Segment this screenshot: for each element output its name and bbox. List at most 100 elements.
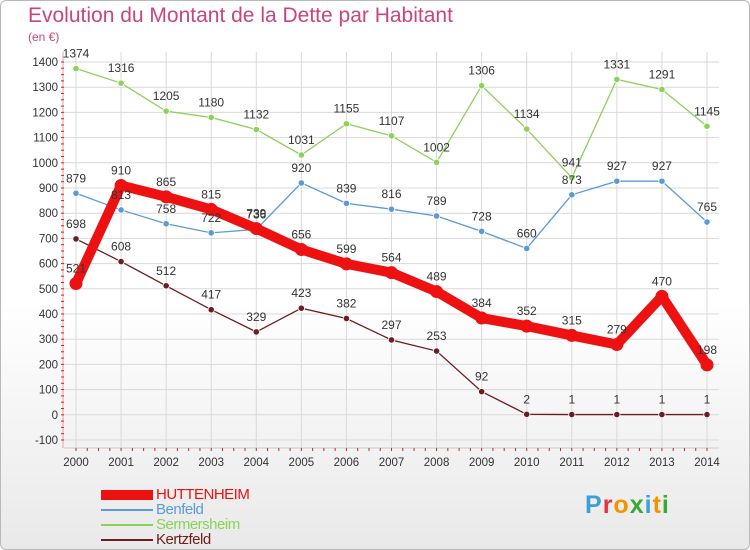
data-label-huttenheim: 599 [336, 242, 356, 256]
proxiti-logo: Proxiti [585, 491, 670, 520]
chart-unit-label: (en €) [28, 30, 60, 44]
data-point-kertzfeld [297, 304, 305, 312]
x-tick-label: 2011 [559, 457, 584, 469]
data-point-sermersheim [432, 158, 441, 166]
data-label-kertzfeld: 92 [475, 370, 489, 384]
data-point-huttenheim [610, 337, 624, 351]
data-point-sermersheim [207, 113, 215, 122]
data-label-huttenheim: 384 [472, 296, 492, 310]
data-point-sermersheim [703, 122, 711, 130]
legend-swatch [101, 490, 153, 500]
data-label-sermersheim: 1002 [423, 140, 450, 154]
data-label-kertzfeld: 423 [291, 286, 311, 300]
data-label-sermersheim: 1155 [334, 102, 360, 116]
x-tick-label: 2007 [379, 457, 405, 469]
data-label-sermersheim: 1132 [243, 108, 269, 122]
data-label-kertzfeld: 698 [66, 217, 86, 231]
data-label-huttenheim: 198 [697, 343, 717, 357]
x-tick-label: 2000 [63, 457, 89, 469]
data-point-kertzfeld [207, 306, 215, 314]
x-tick-label: 2003 [198, 457, 224, 469]
data-label-kertzfeld: 417 [201, 288, 221, 302]
logo-letter: i [661, 491, 670, 519]
data-label-benfeld: 722 [201, 211, 221, 225]
y-tick-label: 1300 [32, 82, 58, 94]
data-point-sermersheim [523, 125, 531, 133]
data-label-sermersheim: 1374 [63, 47, 90, 61]
y-tick-label: 1400 [32, 57, 58, 69]
data-label-benfeld: 728 [472, 209, 492, 223]
logo-letter: x [629, 491, 645, 519]
y-tick-label: 700 [39, 233, 58, 245]
data-point-benfeld [117, 206, 125, 214]
data-label-kertzfeld: 512 [156, 264, 176, 278]
data-label-sermersheim: 1316 [108, 61, 135, 75]
data-label-huttenheim: 910 [111, 163, 131, 177]
data-point-huttenheim [655, 289, 669, 303]
data-point-sermersheim [478, 82, 486, 90]
y-tick-label: 800 [39, 208, 58, 220]
data-label-benfeld: 789 [427, 194, 447, 208]
data-point-benfeld [568, 191, 576, 199]
data-point-sermersheim [613, 75, 621, 83]
logo-letter: o [613, 491, 630, 519]
data-label-kertzfeld: 1 [614, 393, 621, 407]
y-tick-label: 1100 [33, 133, 58, 145]
y-tick-label: 600 [39, 259, 58, 271]
data-point-huttenheim [339, 257, 353, 271]
data-label-huttenheim: 279 [607, 322, 627, 336]
data-label-kertzfeld: 2 [523, 392, 530, 406]
data-point-huttenheim [565, 328, 579, 342]
data-point-huttenheim [294, 242, 308, 256]
chart-title: Evolution du Montant de la Dette par Hab… [28, 4, 453, 27]
legend-label: HUTTENHEIM [156, 486, 250, 503]
data-label-benfeld: 816 [381, 187, 401, 201]
data-point-benfeld [703, 218, 711, 226]
data-point-benfeld [207, 229, 215, 237]
logo-letter: t [652, 491, 662, 519]
data-label-benfeld: 927 [607, 159, 627, 173]
data-point-kertzfeld [432, 347, 441, 355]
data-label-sermersheim: 1031 [288, 133, 315, 147]
y-tick-label: -100 [35, 435, 58, 447]
data-label-sermersheim: 1134 [514, 107, 540, 121]
legend-label: Sermersheim [156, 516, 240, 533]
data-label-sermersheim: 1306 [468, 64, 495, 78]
data-point-sermersheim [252, 125, 260, 134]
legend-swatch [101, 509, 153, 511]
y-tick-label: 100 [39, 385, 58, 397]
data-point-huttenheim [204, 202, 218, 216]
x-tick-label: 2014 [694, 457, 720, 469]
data-label-kertzfeld: 297 [381, 318, 401, 332]
data-label-sermersheim: 1107 [379, 114, 405, 128]
x-tick-label: 2010 [514, 457, 540, 469]
x-tick-label: 2008 [424, 457, 450, 469]
data-label-benfeld: 736 [246, 207, 266, 221]
data-label-benfeld: 873 [562, 173, 582, 187]
data-point-benfeld [297, 179, 305, 187]
data-point-huttenheim [69, 277, 83, 291]
data-label-kertzfeld: 1 [704, 393, 711, 407]
data-point-huttenheim [249, 222, 263, 236]
data-point-huttenheim [700, 358, 714, 372]
data-label-huttenheim: 489 [427, 270, 447, 284]
data-label-kertzfeld: 253 [427, 329, 447, 343]
data-label-huttenheim: 352 [517, 304, 537, 318]
data-point-benfeld [523, 244, 531, 253]
data-point-huttenheim [114, 178, 128, 192]
data-label-huttenheim: 470 [652, 274, 672, 288]
data-point-kertzfeld [703, 410, 711, 419]
y-tick-label: 1200 [32, 107, 58, 119]
data-label-benfeld: 758 [156, 202, 176, 216]
data-point-benfeld [432, 212, 441, 220]
data-label-sermersheim: 1331 [604, 57, 631, 71]
data-point-kertzfeld [72, 235, 80, 243]
data-point-sermersheim [297, 151, 305, 159]
data-point-benfeld [162, 220, 170, 228]
legend-item-kertzfeld: Kertzfeld [101, 531, 361, 548]
y-tick-label: 900 [39, 183, 58, 195]
legend-swatch [101, 524, 153, 526]
data-point-kertzfeld [478, 388, 486, 396]
data-point-kertzfeld [252, 328, 260, 336]
